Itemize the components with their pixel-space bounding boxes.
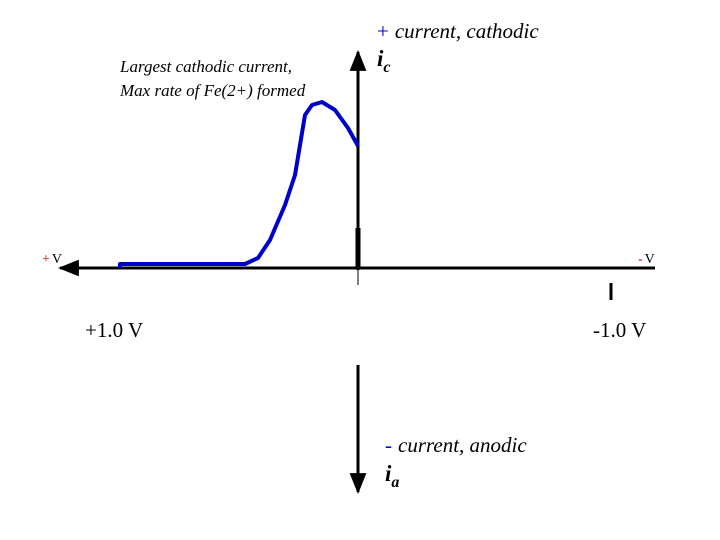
symbol: i bbox=[385, 461, 392, 486]
sign: - bbox=[638, 252, 643, 267]
symbol: i bbox=[377, 46, 384, 71]
voltammogram-curve bbox=[118, 100, 360, 268]
y-bottom-symbol: ia bbox=[385, 461, 399, 491]
label: current, anodic bbox=[398, 433, 527, 457]
sign: + bbox=[42, 252, 50, 267]
subscript: a bbox=[391, 474, 399, 491]
label: current, cathodic bbox=[395, 19, 540, 43]
y-top-label: + current, cathodic bbox=[377, 19, 539, 43]
x-left-label: + V bbox=[42, 252, 62, 267]
x-tick-label: +1.0 V bbox=[85, 318, 143, 342]
sign: + bbox=[377, 19, 389, 43]
y-bottom-label: - current, anodic bbox=[385, 433, 527, 457]
x-right-label: -V bbox=[638, 252, 655, 267]
x-tick-label: -1.0 V bbox=[593, 318, 646, 342]
annotation-line: Largest cathodic current, bbox=[119, 57, 292, 76]
annotation-line: Max rate of Fe(2+) formed bbox=[119, 81, 306, 100]
y-top-symbol: ic bbox=[377, 46, 391, 76]
unit: V bbox=[645, 252, 655, 267]
subscript: c bbox=[383, 59, 390, 76]
unit: V bbox=[52, 252, 62, 267]
sign: - bbox=[385, 433, 392, 457]
